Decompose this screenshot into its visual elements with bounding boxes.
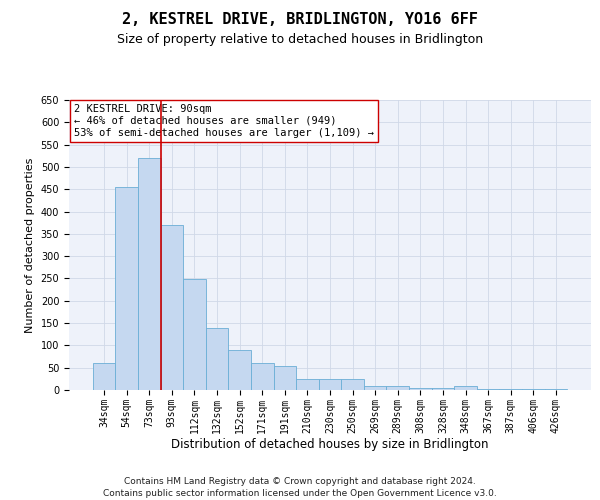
Bar [229,350,251,390]
Bar [499,388,522,390]
Y-axis label: Number of detached properties: Number of detached properties [25,158,35,332]
X-axis label: Distribution of detached houses by size in Bridlington: Distribution of detached houses by size … [171,438,489,452]
Text: Contains HM Land Registry data © Crown copyright and database right 2024.
Contai: Contains HM Land Registry data © Crown c… [103,476,497,498]
Text: 2, KESTREL DRIVE, BRIDLINGTON, YO16 6FF: 2, KESTREL DRIVE, BRIDLINGTON, YO16 6FF [122,12,478,28]
Bar [319,379,341,390]
Bar [274,366,296,390]
Bar [183,280,206,390]
Bar [341,379,364,390]
Bar [454,386,477,390]
Bar [206,328,229,390]
Bar [545,389,567,390]
Bar [93,363,115,390]
Bar [251,363,274,390]
Bar [431,388,454,390]
Bar [296,379,319,390]
Bar [409,388,431,390]
Bar [161,225,183,390]
Text: Size of property relative to detached houses in Bridlington: Size of property relative to detached ho… [117,32,483,46]
Bar [522,388,545,390]
Text: 2 KESTREL DRIVE: 90sqm
← 46% of detached houses are smaller (949)
53% of semi-de: 2 KESTREL DRIVE: 90sqm ← 46% of detached… [74,104,374,138]
Bar [386,386,409,390]
Bar [138,158,161,390]
Bar [115,187,138,390]
Bar [477,388,499,390]
Bar [364,386,386,390]
